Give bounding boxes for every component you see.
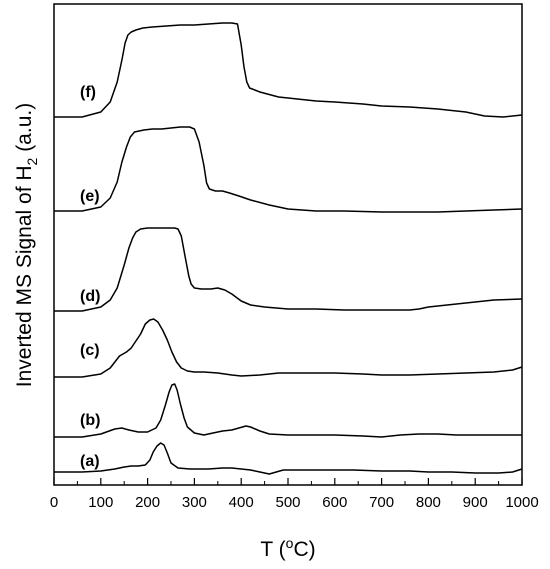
x-tick-label: 300 [182, 494, 207, 511]
x-tick-label: 700 [369, 494, 394, 511]
curve-label-group: (a) (b) (c) (d) (e) (f) [80, 84, 100, 470]
x-axis-title-main: T ( [260, 538, 285, 561]
curve-b [54, 383, 522, 438]
x-tick-group: 0 100 200 300 400 500 600 700 800 900 1000 [50, 478, 539, 511]
x-tick-label: 500 [275, 494, 300, 511]
curve-e [54, 126, 523, 213]
curve-group [54, 22, 523, 475]
curve-d [54, 227, 523, 312]
x-tick-label: 200 [135, 494, 160, 511]
x-axis-title-end: C) [293, 538, 315, 561]
curve-label-f: (f) [80, 84, 96, 101]
curve-label-e: (e) [80, 188, 100, 205]
x-tick-label: 0 [50, 494, 58, 511]
curve-f [54, 22, 523, 118]
x-tick-label: 400 [229, 494, 254, 511]
x-tick-label: 800 [416, 494, 441, 511]
curve-c [54, 318, 523, 378]
y-axis-title-end: (a.u.) [13, 103, 36, 158]
x-tick-label: 900 [463, 494, 488, 511]
y-axis-title-main: Inverted MS Signal of H [13, 165, 36, 387]
y-axis-title-sub: 2 [24, 157, 40, 165]
x-tick-label: 1000 [505, 494, 538, 511]
curve-a [54, 442, 523, 475]
x-axis-title-sup: o [286, 535, 294, 551]
curve-label-a: (a) [80, 453, 100, 470]
x-tick-label: 100 [88, 494, 113, 511]
plot-frame [53, 3, 523, 486]
x-axis-title: T (oC) [260, 535, 315, 561]
x-tick-label: 600 [322, 494, 347, 511]
y-axis-title: Inverted MS Signal of H2 (a.u.) [13, 103, 40, 387]
curve-label-c: (c) [80, 342, 100, 359]
curve-label-b: (b) [80, 412, 100, 429]
curve-label-d: (d) [80, 288, 100, 305]
